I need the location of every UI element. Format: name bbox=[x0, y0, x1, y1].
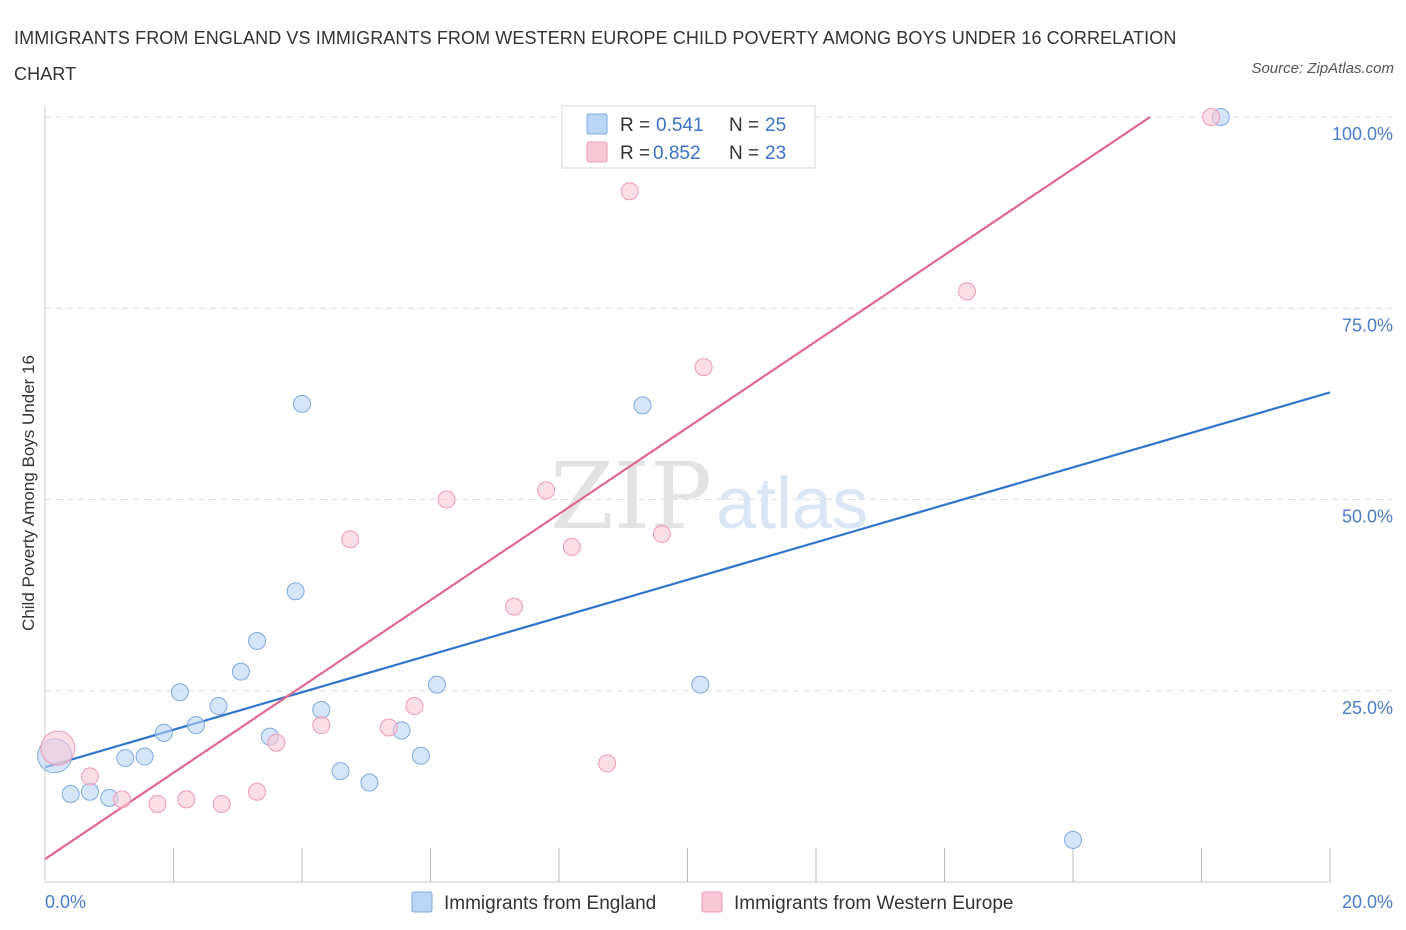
point-england bbox=[1064, 830, 1082, 849]
y-tick-label: 50.0% bbox=[1342, 507, 1393, 527]
grid-layer bbox=[45, 116, 1392, 692]
y-tick-label: 100.0% bbox=[1332, 124, 1393, 144]
point-england bbox=[231, 662, 250, 681]
point-western-europe bbox=[248, 782, 267, 801]
point-western-europe bbox=[379, 718, 398, 737]
point-western-europe bbox=[505, 597, 524, 616]
point-western-europe bbox=[405, 697, 424, 716]
legend-n-label-western-europe: N = bbox=[729, 143, 759, 164]
point-western-europe bbox=[562, 537, 581, 556]
point-england bbox=[360, 773, 379, 792]
point-england bbox=[427, 675, 446, 694]
point-england bbox=[154, 723, 173, 742]
trend-line-england bbox=[44, 391, 1331, 769]
point-western-europe bbox=[620, 182, 639, 201]
point-western-europe bbox=[177, 790, 196, 809]
point-western-europe bbox=[537, 481, 556, 500]
point-england bbox=[411, 746, 430, 765]
series-legend: Immigrants from England Immigrants from … bbox=[411, 891, 1013, 914]
y-tick-labels: 25.0% 50.0% 75.0% 100.0% bbox=[1332, 124, 1393, 718]
point-england bbox=[248, 632, 267, 651]
watermark-atlas: atlas bbox=[716, 464, 868, 544]
point-western-europe bbox=[113, 790, 132, 809]
point-england bbox=[209, 697, 228, 716]
legend-swatch-western-europe bbox=[586, 141, 608, 163]
chart-title: IMMIGRANTS FROM ENGLAND VS IMMIGRANTS FR… bbox=[14, 28, 1177, 84]
point-western-europe bbox=[652, 524, 671, 543]
legend-r-value-england: 0.541 bbox=[656, 115, 704, 136]
legend-swatch-england bbox=[586, 113, 608, 135]
trend-layer bbox=[44, 116, 1331, 860]
point-western-europe bbox=[80, 767, 99, 786]
point-england bbox=[633, 396, 652, 415]
legend-r-label-western-europe: R = bbox=[620, 143, 650, 164]
point-england bbox=[331, 762, 350, 781]
x-tick-label-max: 20.0% bbox=[1342, 892, 1393, 912]
legend-n-value-western-europe: 23 bbox=[765, 143, 786, 164]
point-western-europe bbox=[341, 530, 360, 549]
y-tick-label: 25.0% bbox=[1342, 698, 1393, 718]
bottom-legend-swatch-england bbox=[411, 891, 433, 913]
legend-n-label-england: N = bbox=[729, 115, 759, 136]
point-england bbox=[293, 394, 311, 413]
watermark: ZIP atlas bbox=[550, 443, 868, 550]
point-england bbox=[135, 747, 154, 766]
point-western-europe bbox=[312, 716, 331, 735]
points-layer bbox=[37, 108, 1230, 849]
point-western-europe bbox=[267, 733, 286, 752]
legend-r-label-england: R = bbox=[620, 115, 650, 136]
point-england bbox=[116, 749, 135, 768]
point-england bbox=[186, 716, 205, 735]
watermark-zip: ZIP bbox=[550, 443, 712, 550]
bottom-legend-label-western-europe: Immigrants from Western Europe bbox=[734, 893, 1013, 914]
correlation-legend: R = 0.541 N = 25 R = 0.852 N = 23 bbox=[561, 105, 816, 169]
point-western-europe bbox=[148, 794, 167, 813]
point-western-europe bbox=[40, 730, 76, 766]
legend-r-value-western-europe: 0.852 bbox=[653, 143, 701, 164]
point-england bbox=[312, 700, 331, 719]
y-tick-label: 75.0% bbox=[1342, 315, 1393, 335]
bottom-legend-label-england: Immigrants from England bbox=[444, 893, 656, 914]
trend-line-western-europe bbox=[44, 116, 1151, 860]
point-england bbox=[61, 785, 80, 804]
point-western-europe bbox=[598, 754, 617, 773]
point-england bbox=[691, 675, 710, 694]
bottom-legend-swatch-western-europe bbox=[701, 891, 723, 913]
point-western-europe bbox=[957, 282, 976, 301]
point-western-europe bbox=[1202, 108, 1221, 126]
point-western-europe bbox=[694, 358, 713, 377]
x-tick-label-min: 0.0% bbox=[45, 892, 86, 912]
point-england bbox=[170, 683, 189, 702]
point-western-europe bbox=[437, 490, 456, 509]
point-england bbox=[80, 782, 99, 801]
legend-n-value-england: 25 bbox=[765, 115, 786, 136]
source-credit: Source: ZipAtlas.com bbox=[1251, 60, 1394, 77]
point-england bbox=[286, 582, 305, 601]
y-axis-label: Child Poverty Among Boys Under 16 bbox=[19, 355, 38, 631]
point-western-europe bbox=[212, 794, 231, 813]
